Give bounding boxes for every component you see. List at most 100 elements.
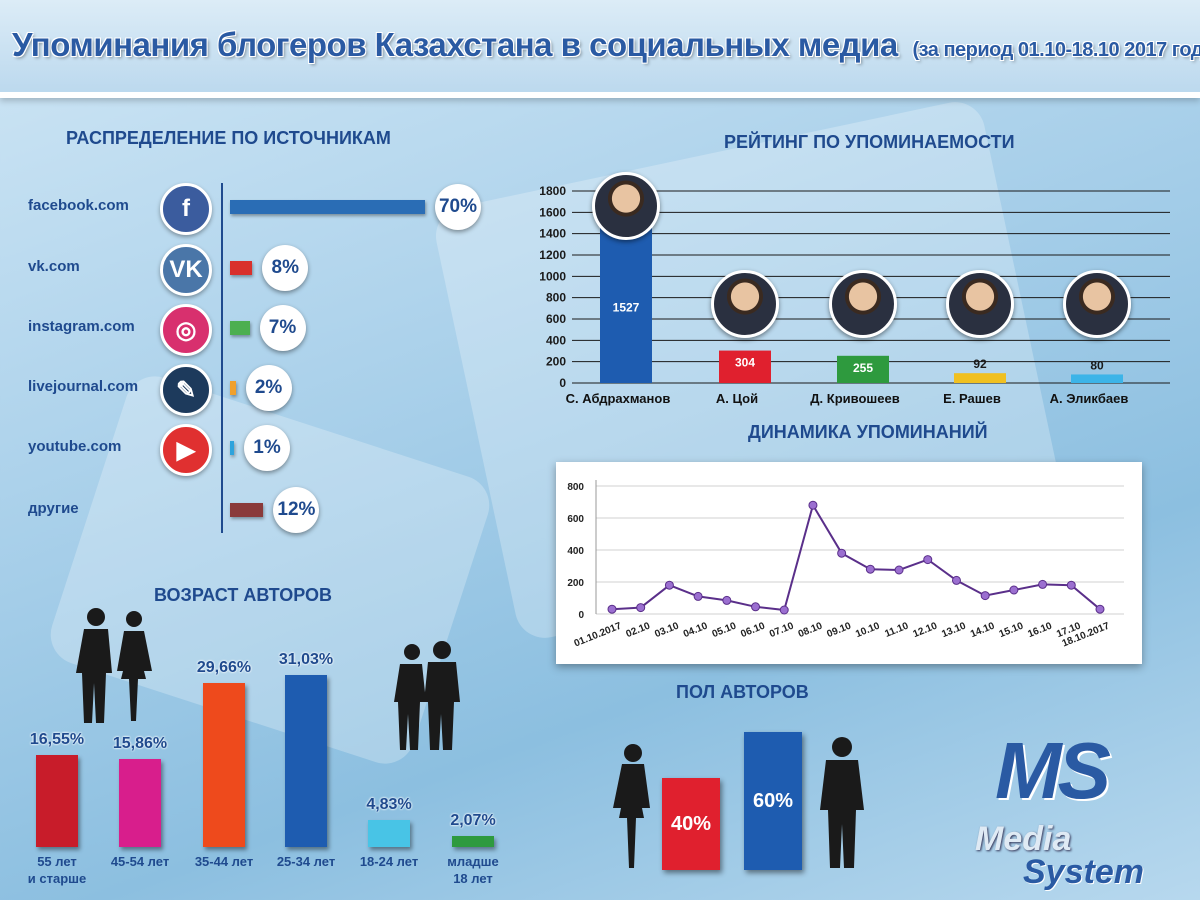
age-bar [285, 675, 327, 847]
y-tick-label: 1800 [539, 184, 566, 198]
blogger-avatar [592, 172, 660, 240]
source-percent: 1% [244, 425, 290, 471]
source-label: facebook.com [28, 197, 129, 214]
logo-ms-text: MS [995, 726, 1111, 815]
blogger-avatar [829, 270, 897, 338]
mediasystem-logo: MS Media System [975, 725, 1190, 895]
rating-bar [1071, 374, 1123, 383]
rating-bar [600, 220, 652, 383]
data-point [664, 580, 674, 590]
youtube-icon: ▶ [160, 424, 212, 476]
age-bar [452, 835, 494, 847]
data-point [1009, 585, 1019, 595]
people-silhouette-icon [394, 641, 460, 750]
source-bar [230, 503, 264, 517]
age-category-line: и старше [27, 871, 87, 886]
y-tick-label: 800 [546, 291, 566, 305]
y-tick-label: 1200 [539, 248, 566, 262]
y-tick-label: 1600 [539, 205, 566, 219]
y-tick-label: 1400 [539, 227, 566, 241]
rating-category-label: Д. Кривошеев [810, 391, 899, 406]
dynamics-panel: 0 200 400 600 800 01.10.2017 02.10 03.10 04.10 05… [556, 462, 1142, 664]
blogger-avatar [946, 270, 1014, 338]
vk-icon: VK [160, 244, 212, 296]
rating-value-label: 92 [973, 357, 987, 371]
header-banner: Упоминания блогеров Казахстана в социаль… [0, 0, 1200, 98]
x-tick-label: 03.10 [653, 620, 681, 640]
data-point [779, 605, 789, 615]
rating-category-label: С. Абдрахманов [566, 391, 671, 406]
sources-axis [221, 183, 223, 533]
source-bar [230, 321, 250, 335]
x-tick-label: 08.10 [797, 620, 825, 640]
x-tick-label: 12.10 [912, 620, 940, 640]
age-category-line: 25-34 лет [276, 854, 336, 869]
livejournal-icon: ✎ [160, 364, 212, 416]
age-percent-label: 15,86% [112, 735, 168, 753]
source-bar [230, 381, 236, 395]
y-tick-label: 200 [546, 355, 566, 369]
age-bar [36, 755, 78, 847]
data-point [607, 604, 617, 614]
series-line [611, 502, 1101, 612]
page-title: Упоминания блогеров Казахстана в социаль… [12, 26, 1200, 64]
age-category-line: 55 лет [37, 854, 77, 869]
y-tick-label: 0 [559, 376, 566, 390]
sources-title: РАСПРЕДЕЛЕНИЕ ПО ИСТОЧНИКАМ [66, 128, 391, 148]
data-point [951, 575, 961, 585]
data-point [808, 500, 818, 510]
y-tick-label: 600 [567, 514, 584, 525]
y-tick-label: 400 [546, 333, 566, 347]
source-percent: 70% [435, 184, 481, 230]
data-point [837, 548, 847, 558]
data-point [1095, 604, 1105, 614]
age-category-label: 55 лет и старше [17, 853, 97, 887]
age-category-label: младше 18 лет [433, 853, 513, 887]
age-percent-label: 31,03% [278, 651, 334, 668]
x-tick-label: 06.10 [739, 620, 767, 640]
x-tick-label: 15.10 [998, 620, 1026, 640]
age-bar [119, 759, 161, 847]
age-bar [368, 820, 410, 847]
source-label: instagram.com [28, 318, 135, 335]
age-category-label: 35-44 лет [184, 853, 264, 870]
rating-bar [837, 355, 889, 383]
rating-value-label: 1527 [613, 301, 640, 315]
data-point [1038, 579, 1048, 589]
logo-system-text: System [1023, 853, 1144, 891]
age-category-line: 45-54 лет [110, 854, 170, 869]
data-point [722, 595, 732, 605]
data-point [980, 591, 990, 601]
female-silhouette-icon [613, 744, 650, 868]
age-percent-label: 16,55% [29, 731, 85, 749]
data-point [1066, 580, 1076, 590]
rating-category-label: Е. Рашев [943, 391, 1001, 406]
gender-title: ПОЛ АВТОРОВ [676, 682, 809, 702]
rating-value-label: 80 [1090, 358, 1104, 372]
age-category-label: 25-34 лет [266, 853, 346, 870]
dynamics-title: ДИНАМИКА УПОМИНАНИЙ [748, 422, 988, 442]
data-point [751, 602, 761, 612]
rating-value-label: 255 [853, 361, 873, 375]
source-percent: 7% [259, 305, 306, 351]
age-category-label: 45-54 лет [100, 853, 180, 870]
data-point [923, 555, 933, 565]
age-percent-label: 29,66% [196, 658, 252, 676]
dynamics-chart: 0 200 400 600 800 01.10.2017 02.10 03.10 04.10 05… [567, 480, 1124, 650]
gender-bar: 60% [744, 732, 802, 870]
x-tick-label: 02.10 [625, 620, 653, 640]
data-point [865, 564, 875, 574]
x-tick-label: 13.10 [940, 620, 968, 640]
y-tick-label: 200 [567, 578, 584, 589]
age-title: ВОЗРАСТ АВТОРОВ [154, 585, 332, 605]
x-tick-label: 07.10 [768, 620, 796, 640]
source-label: другие [28, 500, 79, 517]
x-tick-label: 04.10 [682, 620, 710, 640]
male-silhouette-icon [820, 737, 864, 868]
people-silhouette-icon [76, 608, 152, 723]
y-tick-label: 0 [578, 610, 584, 621]
instagram-icon: ◎ [160, 304, 212, 356]
rating-bar [954, 373, 1006, 383]
age-category-line: 18-24 лет [359, 854, 419, 869]
rating-category-label: А. Эликбаев [1050, 391, 1129, 406]
